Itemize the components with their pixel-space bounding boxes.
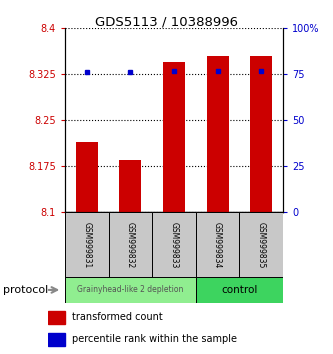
Text: GSM999833: GSM999833 <box>169 222 178 268</box>
Text: transformed count: transformed count <box>72 312 163 322</box>
Text: GSM999831: GSM999831 <box>82 222 91 268</box>
Bar <box>120 160 141 212</box>
FancyBboxPatch shape <box>152 212 196 278</box>
Text: GSM999835: GSM999835 <box>257 222 266 268</box>
FancyBboxPatch shape <box>109 212 152 278</box>
Bar <box>163 62 185 212</box>
Text: percentile rank within the sample: percentile rank within the sample <box>72 335 237 344</box>
Text: GDS5113 / 10388996: GDS5113 / 10388996 <box>95 16 238 29</box>
FancyBboxPatch shape <box>239 212 283 278</box>
Bar <box>250 56 272 212</box>
FancyBboxPatch shape <box>196 212 239 278</box>
FancyBboxPatch shape <box>196 277 283 303</box>
FancyBboxPatch shape <box>65 277 196 303</box>
Bar <box>207 56 228 212</box>
Text: GSM999832: GSM999832 <box>126 222 135 268</box>
Text: Grainyhead-like 2 depletion: Grainyhead-like 2 depletion <box>77 285 183 295</box>
Bar <box>48 311 65 324</box>
Text: GSM999834: GSM999834 <box>213 222 222 268</box>
Text: protocol: protocol <box>3 285 49 295</box>
Bar <box>76 142 98 212</box>
Bar <box>48 333 65 346</box>
Text: control: control <box>221 285 258 295</box>
FancyBboxPatch shape <box>65 212 109 278</box>
